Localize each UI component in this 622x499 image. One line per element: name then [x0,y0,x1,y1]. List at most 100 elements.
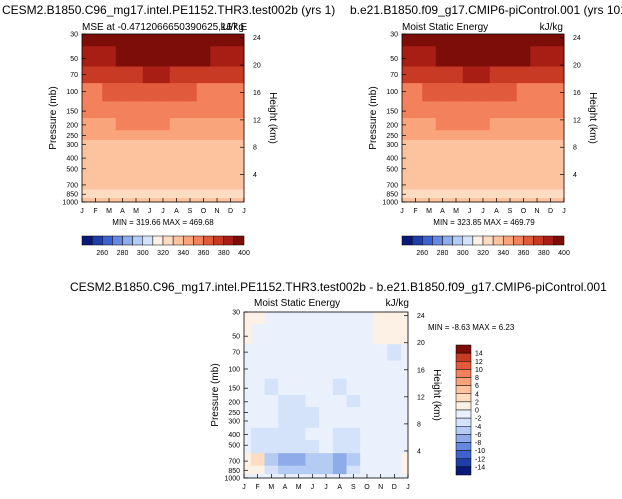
heatmap-cell [223,101,238,119]
y2-tick-label: 12 [573,117,581,124]
heatmap-cell [387,395,402,408]
colorbar-box [543,235,555,246]
heatmap-cell [250,360,265,379]
y-tick-label: 300 [228,419,240,426]
heatmap-cell [88,130,103,141]
x-tick-label: J [468,208,472,215]
heatmap-cell [88,151,103,164]
heatmap-cell [223,151,238,164]
heatmap-cell [422,46,437,67]
heatmap-cell [169,118,184,131]
colorbar-box [455,369,472,378]
heatmap-cell [115,66,130,84]
heatmap-cell [503,189,518,199]
heatmap-cell [462,130,477,141]
colorbar-box [455,401,472,411]
heatmap-cell [332,360,347,379]
colorbar-box [152,235,164,246]
heatmap-cell [129,139,144,152]
y-tick-label: 1000 [382,200,398,207]
heatmap-cell [557,176,565,190]
colorbar-label: 0 [475,408,479,415]
heatmap-cell [346,407,361,418]
heatmap-cell [402,176,410,190]
heatmap-cell [346,312,361,325]
heatmap-cell [373,416,388,429]
heatmap-cell [305,378,320,396]
heatmap-cell [196,189,211,199]
heatmap-cell [264,465,279,475]
x-tick-label: J [242,484,246,491]
y-tick-label: 250 [228,410,240,417]
heatmap-cell [210,34,225,47]
panel-title: CESM2.B1850.C96_mg17.intel.PE1152.THR3.t… [70,280,607,294]
heatmap-cell [422,34,437,47]
heatmap-cell [196,163,211,178]
heatmap-cell [244,416,252,429]
colorbar-box [172,235,184,246]
heatmap-cell [360,324,375,345]
heatmap-cell [142,130,157,141]
heatmap-cell [250,344,265,361]
colorbar-box [132,235,144,246]
heatmap-cell [332,439,347,454]
heatmap-cell [305,360,320,379]
heatmap-cell [387,344,402,361]
heatmap-cell [82,101,90,119]
heatmap-cell [156,83,171,102]
heatmap-cell [402,46,410,67]
colorbar-label: 6 [475,383,479,390]
heatmap-cell [210,130,225,141]
heatmap-cell [489,101,504,119]
heatmap-cell [291,407,306,418]
heatmap-cell [156,176,171,190]
y2-tick-label: 16 [573,90,581,97]
heatmap-cell [503,151,518,164]
heatmap-cell [435,163,450,178]
heatmap-cell [183,163,198,178]
heatmap-cell [373,407,388,418]
heatmap-cell [462,34,477,47]
heatmap-cell [291,378,306,396]
heatmap-cell [278,407,293,418]
min-max-label: MIN = 323.85 MAX = 469.79 [433,218,535,227]
colorbar-box [142,235,154,246]
heatmap-cell [401,324,409,345]
heatmap-cell [169,189,184,199]
colorbar-box [455,442,472,451]
colorbar-box [455,361,472,370]
y2-tick-label: 8 [253,145,257,152]
y-tick-label: 70 [232,350,240,357]
heatmap-cell [319,324,334,345]
x-tick-label: M [268,484,274,491]
heatmap-cell [449,83,464,102]
heatmap-cell [408,101,423,119]
heatmap-cell [387,416,402,429]
heatmap-cell [476,101,491,119]
heatmap-cell [503,176,518,190]
heatmap-cell [82,139,90,152]
y-tick-label: 200 [66,122,78,129]
min-max-label: MIN = -8.63 MAX = 6.23 [428,323,515,332]
heatmap-cell [244,344,252,361]
heatmap-cell [196,130,211,141]
colorbar-label: 380 [218,250,230,257]
heatmap-cell [387,427,402,441]
heatmap-cell [142,163,157,178]
heatmap-cell [291,416,306,429]
y-tick-label: 300 [386,142,398,149]
heatmap-cell [115,130,130,141]
colorbar-label: 12 [475,359,483,366]
heatmap-cell [305,344,320,361]
heatmap-cell [142,189,157,199]
colorbar-box [455,344,472,354]
heatmap-cell [129,163,144,178]
x-tick-label: A [283,484,288,491]
x-tick-label: J [148,208,152,215]
heatmap-cell [244,395,252,408]
heatmap-cell [88,139,103,152]
colorbar-label: 280 [437,250,449,257]
heatmap-cell [305,324,320,345]
heatmap-cell [264,395,279,408]
colorbar-label: -10 [475,448,485,455]
